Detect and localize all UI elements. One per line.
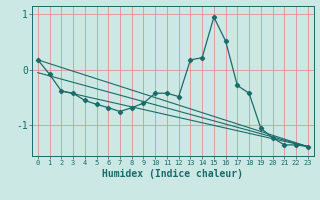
X-axis label: Humidex (Indice chaleur): Humidex (Indice chaleur) (102, 169, 243, 179)
